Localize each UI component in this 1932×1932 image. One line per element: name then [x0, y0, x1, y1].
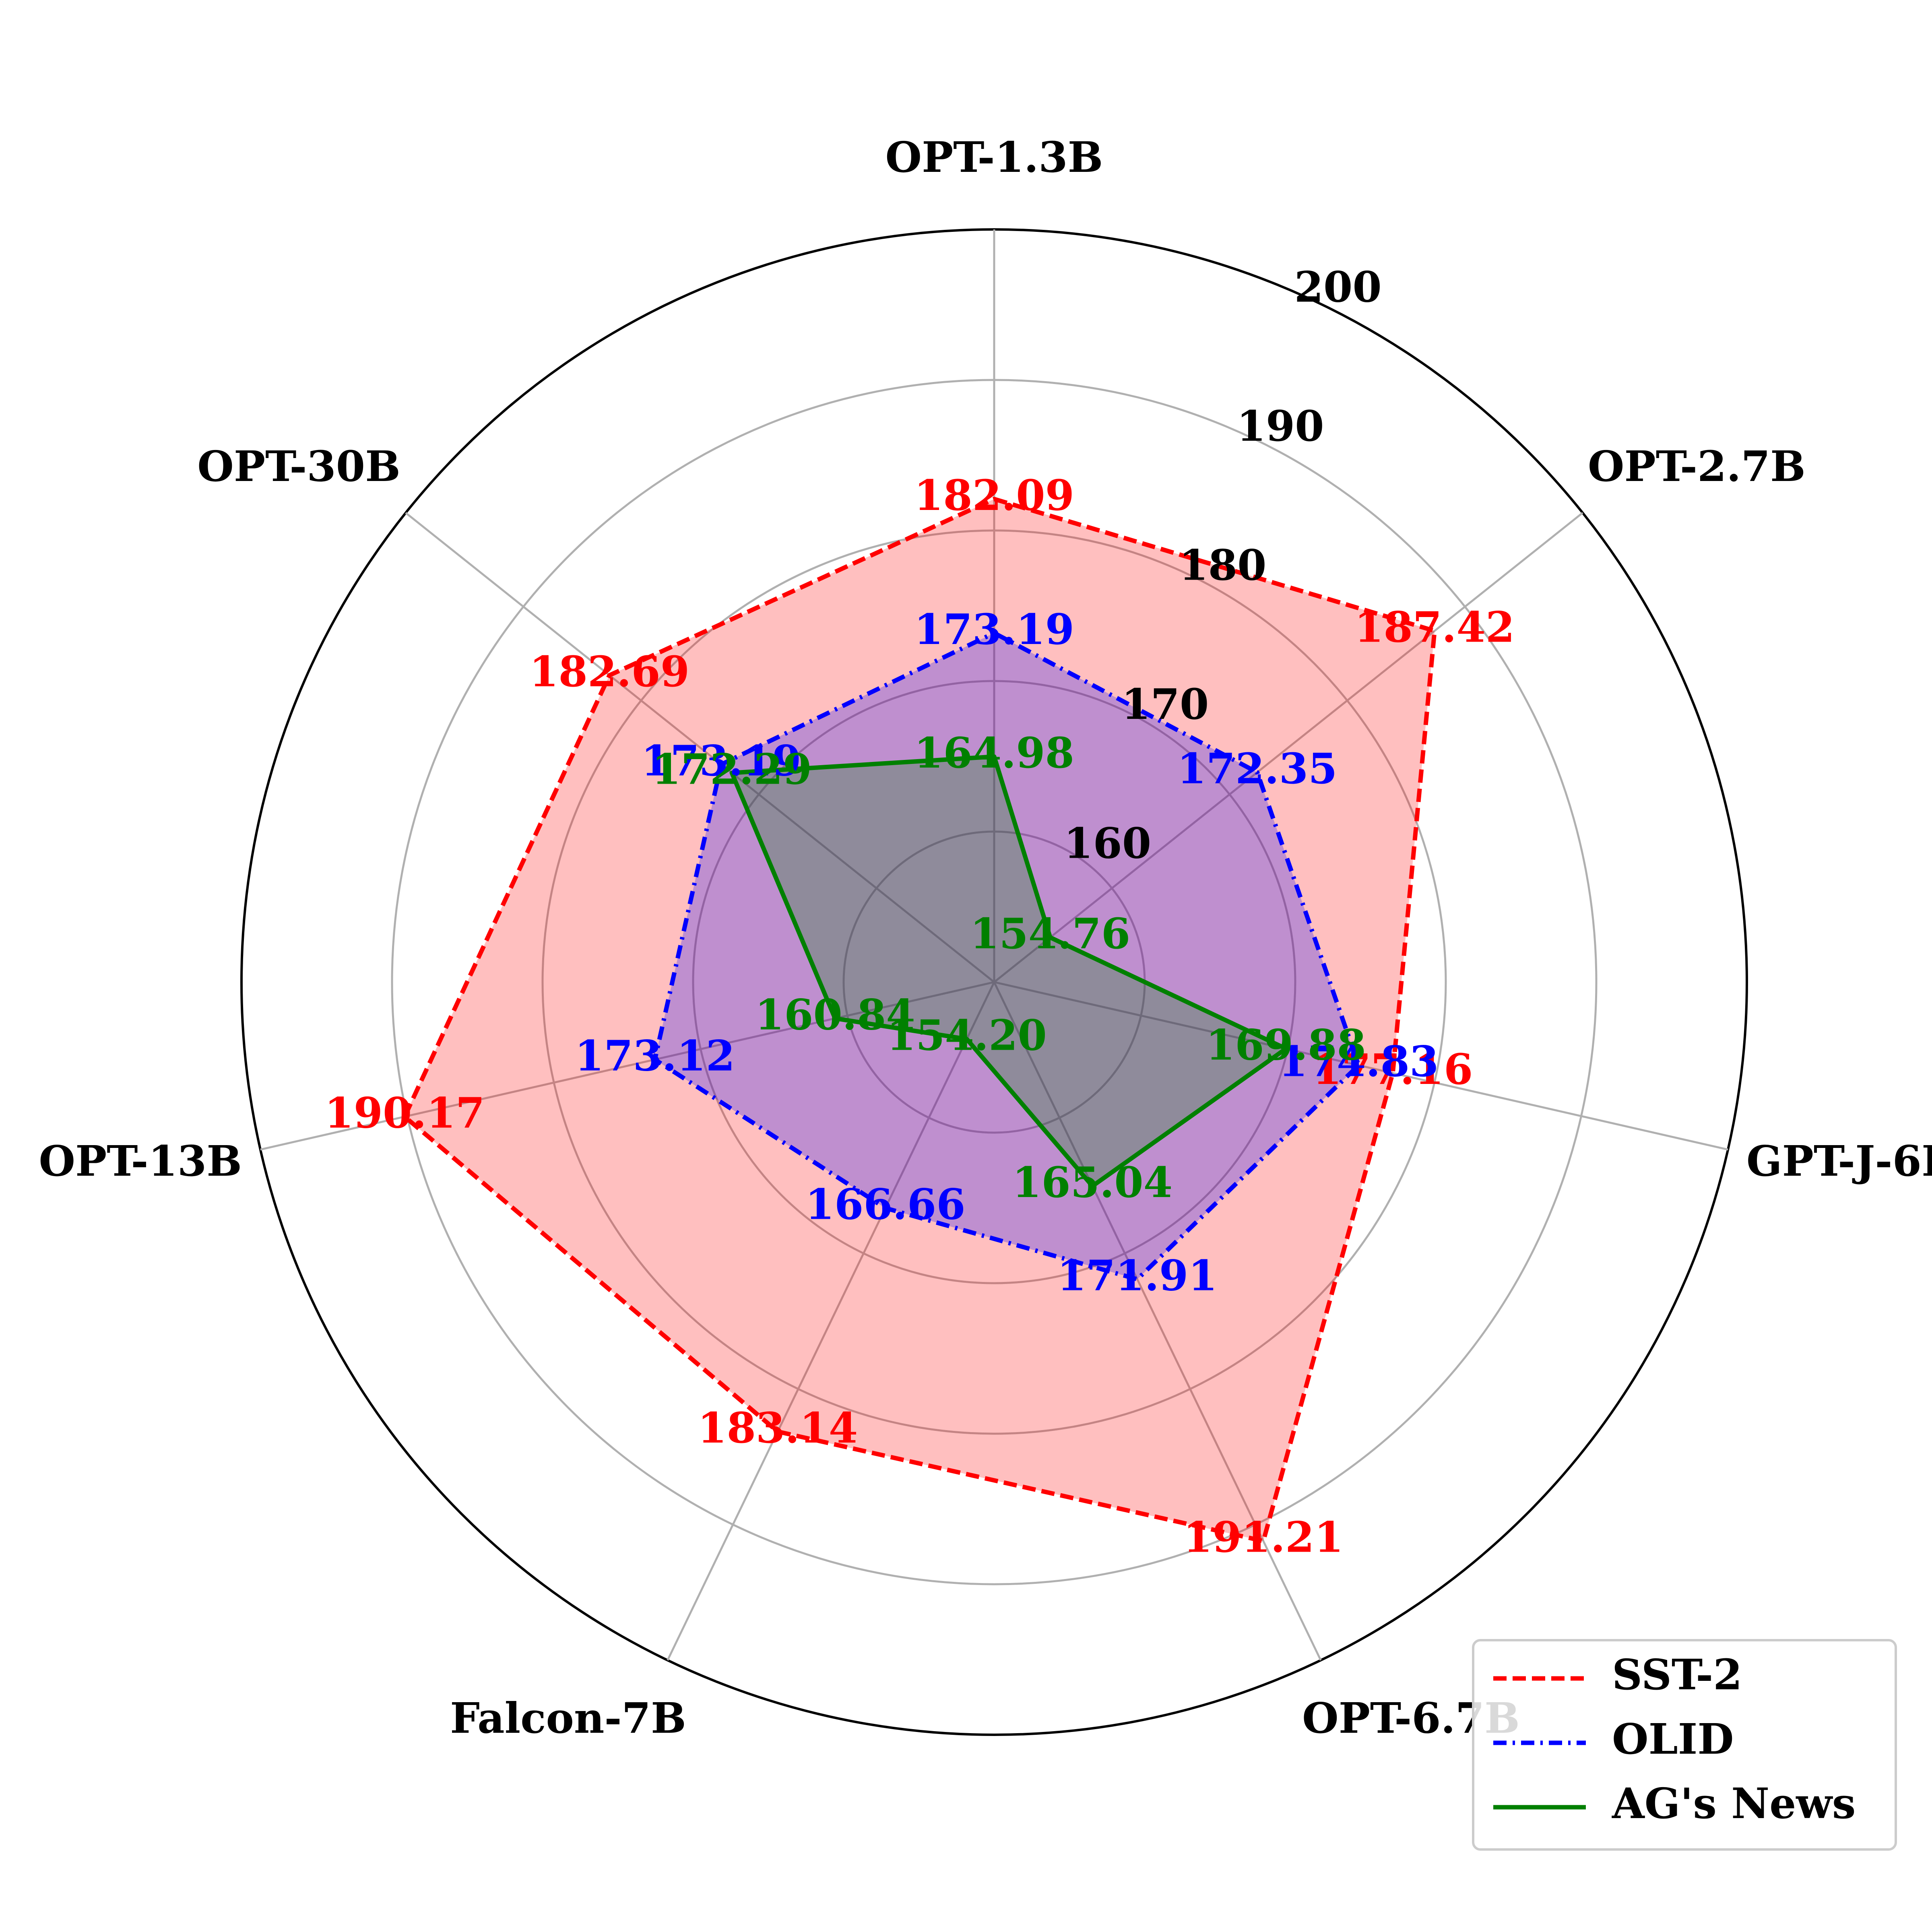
legend-frame [1472, 1639, 1897, 1851]
data-label: 174.83 [1278, 1037, 1439, 1086]
radial-tick-label: 180 [1179, 541, 1266, 590]
data-label: 172.29 [652, 744, 812, 794]
series-fill [732, 756, 1286, 1186]
data-label: 173.12 [575, 1031, 735, 1081]
data-label: 183.14 [698, 1403, 858, 1453]
series-line [402, 497, 1437, 1544]
category-label: OPT-1.3B [886, 132, 1103, 182]
category-label: Falcon-7B [450, 1693, 686, 1743]
series-line [652, 631, 1361, 1282]
data-label: 154.20 [887, 1011, 1047, 1060]
legend: SST-2 OLID AG's News [1472, 1639, 1897, 1851]
data-label: 171.91 [1057, 1251, 1218, 1300]
series-fill [655, 633, 1359, 1280]
grid-spoke [260, 981, 995, 1151]
data-label: 164.98 [914, 728, 1074, 778]
series-fill [405, 499, 1435, 1541]
legend-label: OLID [1612, 1714, 1734, 1764]
data-label: 182.09 [914, 471, 1074, 520]
data-label: 172.35 [1177, 744, 1338, 793]
data-label: 165.04 [1012, 1158, 1172, 1207]
data-label: 166.66 [805, 1179, 966, 1229]
radial-grid [240, 228, 1748, 1736]
label-layer: 160 170 180 190 200 OPT-1.3B OPT-2.7B GPT-J-6B O… [39, 132, 1932, 1743]
grid-spoke [993, 512, 1583, 983]
radial-tick-label: 190 [1236, 401, 1324, 451]
data-label: 190.17 [324, 1088, 485, 1137]
category-label: OPT-2.7B [1588, 442, 1806, 491]
series-line [729, 754, 1288, 1189]
data-label: 182.69 [529, 647, 689, 696]
radial-tick-label: 160 [1064, 819, 1151, 868]
data-label: 173.19 [641, 736, 801, 785]
data-label: 191.21 [1183, 1513, 1344, 1562]
legend-label: AG's News [1612, 1779, 1856, 1828]
data-label: 160.84 [755, 990, 915, 1039]
data-label: 169.88 [1206, 1020, 1366, 1070]
grid-spoke [994, 981, 1728, 1151]
data-label: 187.42 [1354, 603, 1515, 652]
radial-tick-label: 170 [1121, 679, 1209, 729]
grid-spoke [405, 512, 995, 983]
data-label: 154.76 [970, 909, 1130, 958]
category-label: OPT-13B [39, 1136, 242, 1186]
radial-tick-label: 200 [1294, 262, 1382, 312]
data-label: 173.19 [914, 605, 1074, 654]
data-label: 177.16 [1313, 1044, 1473, 1094]
legend-label: SST-2 [1612, 1650, 1742, 1699]
grid-spoke [667, 981, 995, 1661]
series-layer [402, 497, 1437, 1544]
category-label: GPT-J-6B [1746, 1136, 1932, 1186]
category-label: OPT-30B [197, 442, 400, 491]
grid-spoke [993, 981, 1322, 1661]
